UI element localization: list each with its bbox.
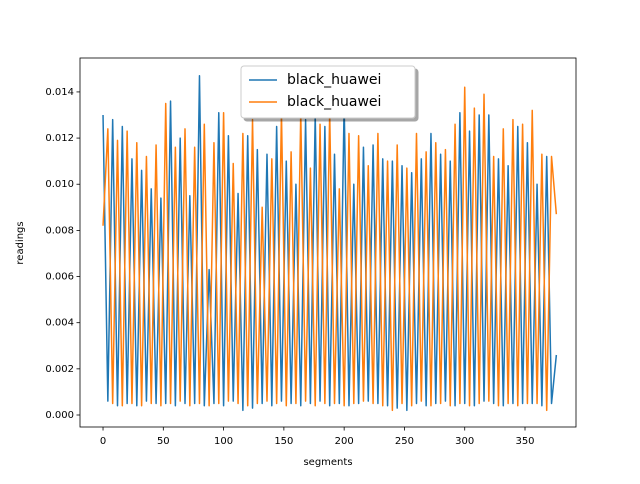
y-tick-label: 0.002 xyxy=(45,364,74,375)
line-series xyxy=(102,75,558,412)
axes-frame xyxy=(79,57,577,428)
x-axis-label: segments xyxy=(303,457,352,468)
legend-label: black_huawei xyxy=(287,94,381,110)
y-tick-label: 0.014 xyxy=(45,87,74,98)
y-tick-label: 0.010 xyxy=(45,179,74,190)
x-tick-label: 50 xyxy=(157,436,170,447)
y-tick-label: 0.012 xyxy=(45,133,74,144)
y-tick-label: 0.008 xyxy=(45,225,74,236)
legend-label: black_huawei xyxy=(287,72,381,88)
x-tick-label: 200 xyxy=(335,436,354,447)
x-tick-label: 300 xyxy=(455,436,474,447)
y-tick-label: 0.006 xyxy=(45,272,74,283)
y-axis-label: readings xyxy=(15,221,26,264)
y-tick-label: 0.004 xyxy=(45,318,74,329)
x-tick-label: 100 xyxy=(214,436,233,447)
legend-box xyxy=(240,65,416,119)
x-tick-label: 150 xyxy=(274,436,293,447)
y-tick-label: 0.000 xyxy=(45,410,74,421)
x-tick-label: 0 xyxy=(100,436,106,447)
x-tick-label: 350 xyxy=(515,436,534,447)
x-tick-label: 250 xyxy=(395,436,414,447)
legend: black_huawei black_huawei xyxy=(240,65,416,119)
